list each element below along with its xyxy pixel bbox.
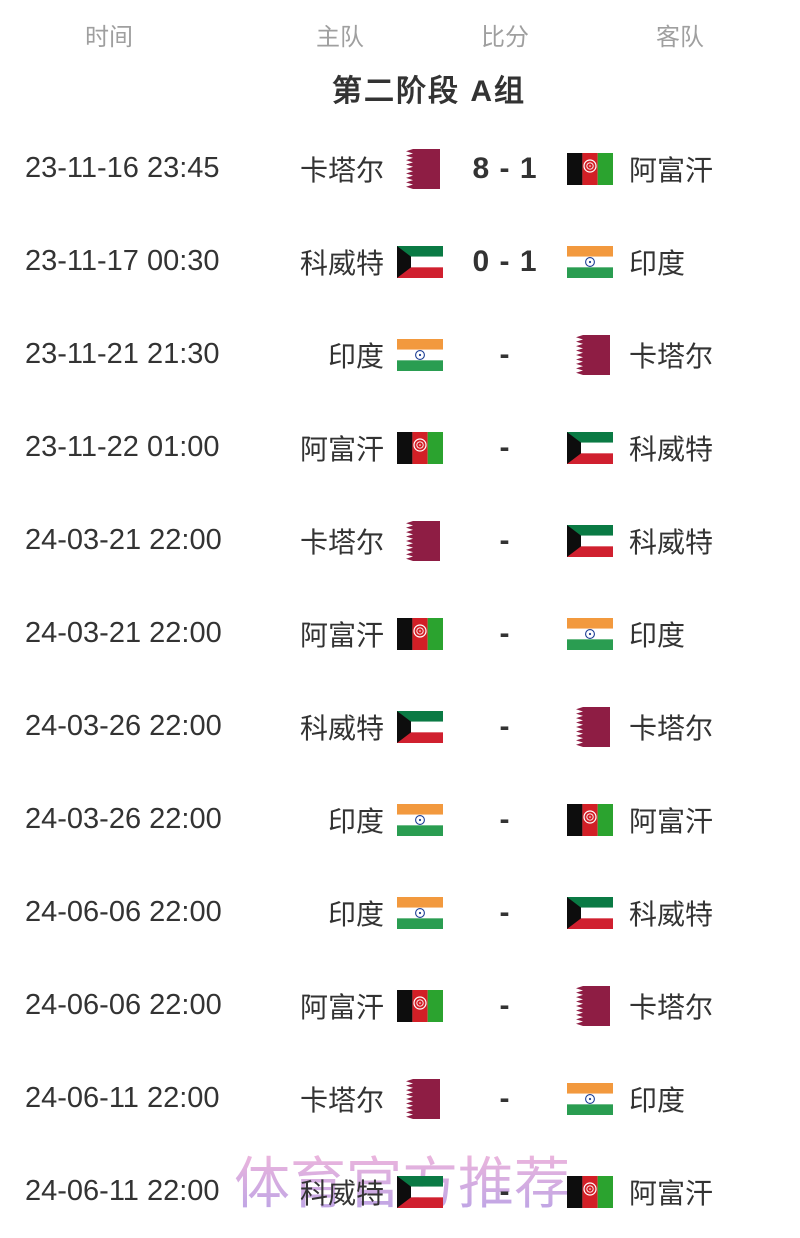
india-flag-icon bbox=[560, 245, 620, 278]
match-score: 0 - 1 bbox=[472, 244, 538, 278]
match-row[interactable]: 23-11-17 00:30 科威特 0 - 1 印度 bbox=[0, 215, 800, 308]
afghanistan-flag-icon bbox=[560, 152, 620, 185]
match-time: 24-06-06 22:00 bbox=[25, 989, 222, 1021]
match-time: 23-11-22 01:00 bbox=[25, 431, 220, 463]
afghanistan-flag-icon bbox=[560, 1175, 620, 1208]
match-time: 24-06-11 22:00 bbox=[25, 1082, 220, 1114]
afghanistan-flag-icon bbox=[390, 617, 450, 650]
match-score: - bbox=[499, 430, 511, 464]
match-time: 23-11-21 21:30 bbox=[25, 338, 220, 370]
match-row[interactable]: 24-06-06 22:00 阿富汗 - 卡塔尔 bbox=[0, 959, 800, 1052]
header-away: 客队 bbox=[656, 23, 704, 51]
header-score: 比分 bbox=[481, 23, 529, 51]
home-team-name: 科威特 bbox=[299, 247, 384, 279]
table-header: 时间 主队 比分 客队 bbox=[0, 0, 800, 62]
india-flag-icon bbox=[560, 617, 620, 650]
match-time: 23-11-16 23:45 bbox=[25, 152, 220, 184]
match-row[interactable]: 24-06-06 22:00 印度 - 科威特 bbox=[0, 866, 800, 959]
away-team-name: 阿富汗 bbox=[629, 1177, 714, 1209]
match-row[interactable]: 24-03-21 22:00 卡塔尔 - 科威特 bbox=[0, 494, 800, 587]
away-team-name: 阿富汗 bbox=[629, 154, 714, 186]
home-team-name: 科威特 bbox=[299, 712, 384, 744]
header-time: 时间 bbox=[85, 23, 133, 51]
qatar-flag-icon bbox=[560, 706, 620, 747]
match-list: 23-11-16 23:45 卡塔尔 8 - 1 阿富汗 23-11-17 00… bbox=[0, 122, 800, 1238]
match-time: 24-03-21 22:00 bbox=[25, 617, 222, 649]
qatar-flag-icon bbox=[560, 985, 620, 1026]
away-team-name: 印度 bbox=[629, 619, 686, 651]
home-team-name: 卡塔尔 bbox=[299, 1084, 384, 1116]
match-score: - bbox=[499, 337, 511, 371]
away-team-name: 印度 bbox=[629, 247, 686, 279]
qatar-flag-icon bbox=[390, 148, 450, 189]
qatar-flag-icon bbox=[390, 520, 450, 561]
home-team-name: 阿富汗 bbox=[299, 619, 384, 651]
match-time: 24-06-06 22:00 bbox=[25, 896, 222, 928]
india-flag-icon bbox=[390, 338, 450, 371]
home-team-name: 科威特 bbox=[299, 1177, 384, 1209]
kuwait-flag-icon bbox=[390, 1175, 450, 1208]
match-row[interactable]: 23-11-16 23:45 卡塔尔 8 - 1 阿富汗 bbox=[0, 122, 800, 215]
match-time: 24-03-26 22:00 bbox=[25, 803, 222, 835]
kuwait-flag-icon bbox=[390, 245, 450, 278]
kuwait-flag-icon bbox=[560, 896, 620, 929]
match-time: 24-03-26 22:00 bbox=[25, 710, 222, 742]
kuwait-flag-icon bbox=[560, 431, 620, 464]
match-row[interactable]: 23-11-22 01:00 阿富汗 - 科威特 bbox=[0, 401, 800, 494]
home-team-name: 阿富汗 bbox=[299, 991, 384, 1023]
afghanistan-flag-icon bbox=[390, 989, 450, 1022]
match-time: 23-11-17 00:30 bbox=[25, 245, 220, 277]
match-row[interactable]: 24-06-11 22:00 卡塔尔 - 印度 bbox=[0, 1052, 800, 1145]
home-team-name: 印度 bbox=[327, 898, 384, 930]
match-score: - bbox=[499, 802, 511, 836]
away-team-name: 科威特 bbox=[629, 433, 714, 465]
qatar-flag-icon bbox=[560, 334, 620, 375]
india-flag-icon bbox=[560, 1082, 620, 1115]
home-team-name: 卡塔尔 bbox=[299, 526, 384, 558]
away-team-name: 科威特 bbox=[629, 526, 714, 558]
home-team-name: 印度 bbox=[327, 340, 384, 372]
away-team-name: 卡塔尔 bbox=[629, 340, 714, 372]
india-flag-icon bbox=[390, 803, 450, 836]
match-row[interactable]: 24-06-11 22:00 科威特 - 阿富汗 bbox=[0, 1145, 800, 1238]
header-home: 主队 bbox=[316, 23, 364, 51]
match-row[interactable]: 24-03-26 22:00 印度 - 阿富汗 bbox=[0, 773, 800, 866]
match-row[interactable]: 24-03-26 22:00 科威特 - 卡塔尔 bbox=[0, 680, 800, 773]
away-team-name: 印度 bbox=[629, 1084, 686, 1116]
away-team-name: 科威特 bbox=[629, 898, 714, 930]
away-team-name: 阿富汗 bbox=[629, 805, 714, 837]
india-flag-icon bbox=[390, 896, 450, 929]
match-score: - bbox=[499, 988, 511, 1022]
away-team-name: 卡塔尔 bbox=[629, 712, 714, 744]
home-team-name: 卡塔尔 bbox=[299, 154, 384, 186]
match-time: 24-03-21 22:00 bbox=[25, 524, 222, 556]
kuwait-flag-icon bbox=[560, 524, 620, 557]
match-score: - bbox=[499, 895, 511, 929]
match-row[interactable]: 24-03-21 22:00 阿富汗 - 印度 bbox=[0, 587, 800, 680]
match-score: - bbox=[499, 616, 511, 650]
home-team-name: 阿富汗 bbox=[299, 433, 384, 465]
match-score: 8 - 1 bbox=[472, 151, 538, 185]
match-score: - bbox=[499, 523, 511, 557]
match-score: - bbox=[499, 1081, 511, 1115]
match-score: - bbox=[499, 1174, 511, 1208]
afghanistan-flag-icon bbox=[390, 431, 450, 464]
home-team-name: 印度 bbox=[327, 805, 384, 837]
match-time: 24-06-11 22:00 bbox=[25, 1175, 220, 1207]
match-row[interactable]: 23-11-21 21:30 印度 - 卡塔尔 bbox=[0, 308, 800, 401]
away-team-name: 卡塔尔 bbox=[629, 991, 714, 1023]
section-title: 第二阶段 A组 bbox=[332, 75, 526, 108]
match-score: - bbox=[499, 709, 511, 743]
kuwait-flag-icon bbox=[390, 710, 450, 743]
qatar-flag-icon bbox=[390, 1078, 450, 1119]
afghanistan-flag-icon bbox=[560, 803, 620, 836]
